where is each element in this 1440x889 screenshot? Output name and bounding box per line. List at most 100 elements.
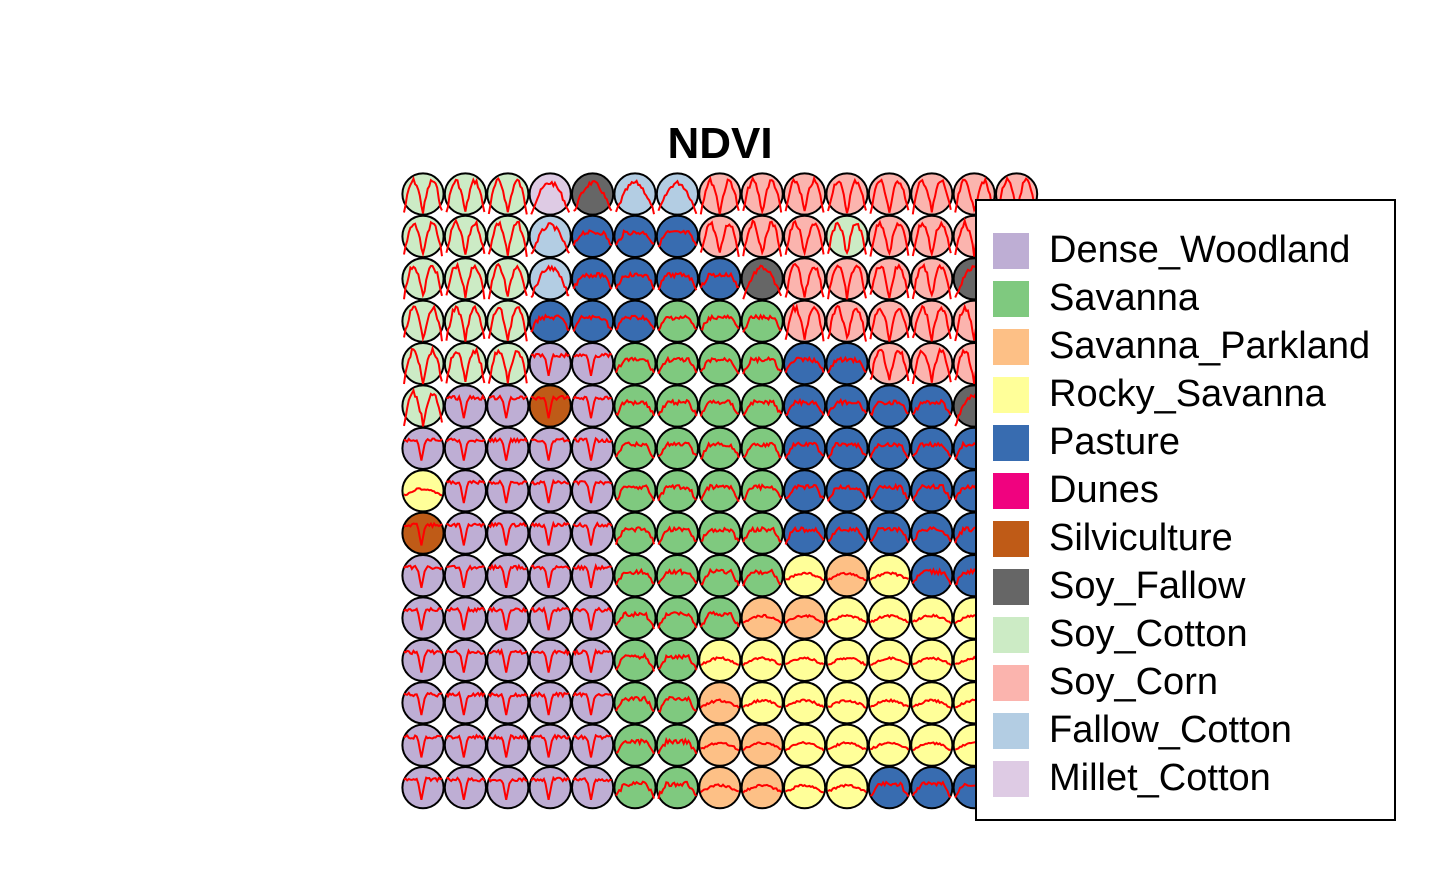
neuron-10-7 xyxy=(655,554,700,598)
neuron-3-6 xyxy=(613,257,657,301)
ndvi-curve xyxy=(530,264,570,299)
ndvi-curve xyxy=(573,436,613,461)
legend-swatch xyxy=(993,233,1029,269)
ndvi-curve xyxy=(657,398,698,417)
ndvi-curve xyxy=(742,568,782,587)
neuron-13-13 xyxy=(910,681,954,725)
ndvi-curve xyxy=(487,606,528,631)
neuron-9-1 xyxy=(401,511,445,555)
legend-label: Savanna_Parkland xyxy=(1049,325,1371,367)
ndvi-curve xyxy=(446,522,485,546)
neuron-6-10 xyxy=(783,384,827,428)
ndvi-curve xyxy=(615,314,655,331)
neuron-cell xyxy=(825,638,869,683)
ndvi-curve xyxy=(869,614,909,624)
ndvi-curve xyxy=(784,441,825,459)
ndvi-curve xyxy=(572,648,613,673)
legend-swatch xyxy=(993,713,1029,749)
ndvi-curve xyxy=(869,178,910,214)
ndvi-curve xyxy=(530,733,571,758)
neuron-cell xyxy=(401,299,445,343)
ndvi-curve xyxy=(699,271,740,289)
neuron-8-2 xyxy=(443,469,487,513)
neuron-3-11 xyxy=(825,257,869,301)
neuron-15-10 xyxy=(783,766,827,810)
neuron-11-9 xyxy=(740,596,784,640)
ndvi-curve xyxy=(615,610,655,630)
ndvi-curve xyxy=(657,179,698,215)
ndvi-curve xyxy=(572,691,613,716)
neuron-cell xyxy=(698,511,742,555)
ndvi-curve xyxy=(573,352,613,376)
neuron-11-10 xyxy=(783,596,827,640)
ndvi-curve xyxy=(869,307,910,342)
neuron-15-9 xyxy=(740,766,784,810)
neuron-13-10 xyxy=(783,681,827,725)
neuron-5-9 xyxy=(740,342,784,386)
ndvi-curve xyxy=(657,229,698,248)
neuron-8-11 xyxy=(825,469,869,513)
neuron-cell xyxy=(825,511,869,555)
neuron-10-8 xyxy=(698,554,742,598)
neuron-cell xyxy=(910,342,954,386)
ndvi-curve xyxy=(700,526,740,542)
ndvi-curve xyxy=(912,613,952,624)
neuron-13-11 xyxy=(825,681,869,725)
ndvi-curve xyxy=(657,440,698,458)
ndvi-curve xyxy=(742,656,782,667)
ndvi-curve xyxy=(615,179,655,215)
ndvi-curve xyxy=(827,783,867,794)
ndvi-curve xyxy=(911,304,952,342)
neuron-cell xyxy=(655,723,700,767)
neuron-2-10 xyxy=(783,214,827,258)
neuron-cell xyxy=(910,172,954,216)
neuron-1-6 xyxy=(613,172,657,216)
ndvi-curve xyxy=(912,440,952,458)
ndvi-curve xyxy=(403,734,443,758)
ndvi-curve xyxy=(657,271,698,291)
neuron-3-4 xyxy=(528,257,572,301)
ndvi-curve xyxy=(615,398,655,417)
neuron-9-10 xyxy=(783,511,827,555)
neuron-cell xyxy=(443,214,487,258)
ndvi-curve xyxy=(403,521,443,546)
neuron-cell xyxy=(528,172,572,216)
ndvi-curve xyxy=(446,605,486,631)
neuron-8-10 xyxy=(783,469,827,513)
neuron-10-12 xyxy=(867,554,912,598)
ndvi-curve xyxy=(488,521,527,546)
ndvi-curve xyxy=(742,698,782,708)
neuron-cell xyxy=(655,342,700,386)
neuron-cell xyxy=(655,172,700,216)
ndvi-curve xyxy=(572,562,613,588)
neuron-cell xyxy=(486,172,530,216)
neuron-4-8 xyxy=(698,299,742,343)
neuron-cell xyxy=(613,681,657,725)
neuron-cell xyxy=(528,214,572,258)
ndvi-curve xyxy=(530,437,570,461)
ndvi-curve xyxy=(743,483,783,501)
ndvi-curve xyxy=(487,306,528,342)
neuron-8-12 xyxy=(867,469,912,513)
ndvi-curve xyxy=(446,393,486,419)
neuron-cell xyxy=(867,384,912,428)
neuron-13-6 xyxy=(613,681,657,725)
ndvi-curve xyxy=(785,740,825,752)
neuron-14-8 xyxy=(698,723,742,767)
ndvi-curve xyxy=(615,738,655,755)
neuron-9-13 xyxy=(910,511,954,555)
ndvi-curve xyxy=(615,356,655,374)
neuron-cell xyxy=(910,469,954,513)
neuron-cell xyxy=(698,766,742,810)
ndvi-curve xyxy=(827,221,867,256)
neuron-cell xyxy=(528,257,572,301)
ndvi-curve xyxy=(445,261,486,300)
neuron-cell xyxy=(740,554,784,598)
neuron-cell xyxy=(867,299,912,343)
legend-label: Dense_Woodland xyxy=(1049,229,1351,271)
legend-label: Rocky_Savanna xyxy=(1049,373,1326,415)
legend-label: Soy_Corn xyxy=(1049,661,1218,703)
neuron-4-3 xyxy=(486,299,530,343)
neuron-14-1 xyxy=(401,723,445,767)
neuron-15-4 xyxy=(528,766,572,810)
